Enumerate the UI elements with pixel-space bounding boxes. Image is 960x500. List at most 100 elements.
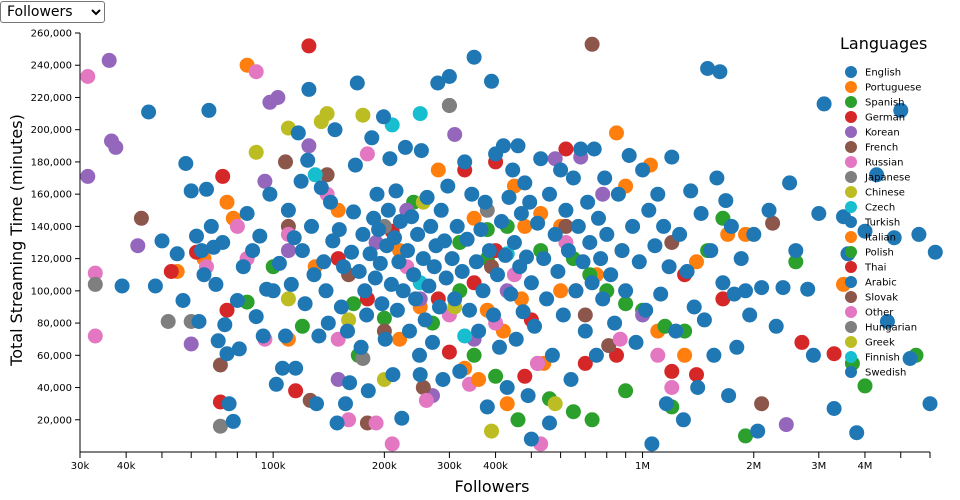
data-point: [650, 186, 666, 202]
data-point: [183, 336, 199, 352]
data-point: [794, 334, 810, 350]
data-point: [869, 167, 885, 183]
data-point: [215, 235, 231, 250]
data-point: [412, 347, 427, 363]
data-point: [406, 267, 422, 283]
data-point: [101, 52, 117, 68]
data-point: [661, 259, 677, 275]
data-point: [319, 106, 335, 122]
data-point: [433, 202, 449, 218]
data-point: [359, 307, 375, 323]
data-point: [364, 130, 380, 146]
data-point: [565, 170, 581, 186]
data-point: [609, 125, 624, 141]
data-point: [677, 347, 693, 363]
data-point: [349, 75, 365, 91]
data-point: [163, 264, 179, 279]
x-tick-label: 100k: [261, 461, 286, 472]
data-point: [331, 222, 347, 238]
data-point: [618, 383, 634, 399]
y-tick-label: 180,000: [31, 157, 72, 168]
data-point: [389, 302, 405, 318]
x-tick-label: 300k: [437, 461, 462, 472]
data-point: [430, 75, 446, 91]
y-tick-label: 140,000: [31, 222, 72, 233]
x-tick-label: 40k: [117, 461, 136, 472]
data-point: [441, 344, 457, 360]
data-point: [430, 162, 446, 178]
data-point: [268, 376, 284, 392]
data-point: [523, 275, 539, 291]
data-point: [225, 413, 241, 429]
data-point: [271, 255, 287, 271]
data-point: [712, 64, 728, 80]
data-point: [329, 415, 345, 431]
data-point: [547, 226, 563, 242]
data-point: [175, 293, 191, 308]
legend-swatch: [845, 246, 857, 258]
data-point: [290, 125, 306, 141]
data-point: [902, 351, 918, 366]
data-point: [283, 276, 299, 292]
data-point: [750, 423, 766, 439]
data-point: [544, 347, 560, 363]
data-point: [475, 283, 491, 299]
data-point: [323, 194, 338, 210]
data-point: [568, 283, 584, 299]
data-point: [87, 265, 103, 281]
data-point: [383, 276, 399, 292]
data-point: [584, 412, 600, 428]
data-point: [628, 334, 644, 350]
legend-label: Thai: [864, 263, 886, 274]
data-point: [849, 425, 865, 441]
data-point: [675, 412, 691, 428]
data-point: [408, 291, 424, 307]
data-point: [196, 267, 212, 283]
data-point: [555, 307, 571, 323]
data-point: [219, 302, 235, 318]
data-point: [575, 254, 591, 270]
data-point: [355, 351, 371, 366]
y-axis-title: Total Streaming Time (minutes): [7, 114, 26, 367]
data-point: [715, 275, 731, 291]
data-point: [418, 392, 434, 408]
data-point: [635, 162, 651, 178]
legend-swatch: [845, 321, 857, 333]
data-point: [362, 246, 378, 262]
data-point: [533, 151, 549, 167]
data-point: [530, 355, 546, 371]
data-point: [87, 328, 103, 344]
data-point: [800, 281, 816, 297]
data-point: [426, 259, 442, 275]
data-point: [658, 396, 674, 412]
data-point: [754, 280, 770, 296]
legend-swatch: [845, 351, 857, 363]
data-point: [333, 299, 349, 315]
legend-swatch: [845, 141, 857, 153]
data-point: [423, 218, 439, 234]
data-point: [353, 339, 369, 355]
data-point: [194, 243, 210, 259]
legend-swatch: [845, 216, 857, 228]
legend-label: French: [865, 143, 898, 154]
legend-swatch: [845, 291, 857, 303]
x-tick-label: 4M: [857, 461, 872, 472]
data-point: [542, 186, 557, 202]
metric-dropdown[interactable]: Followers: [0, 1, 105, 23]
y-tick-label: 60,000: [37, 351, 72, 362]
data-point: [709, 170, 725, 186]
y-tick-label: 120,000: [31, 254, 72, 265]
data-point: [466, 49, 482, 65]
data-point: [154, 233, 170, 249]
data-point: [341, 312, 357, 328]
data-point: [380, 202, 396, 218]
data-point: [319, 167, 335, 183]
data-point: [248, 309, 264, 325]
data-point: [826, 401, 842, 416]
data-point: [432, 299, 447, 315]
data-point: [201, 102, 217, 118]
data-point: [700, 61, 716, 76]
data-point: [523, 431, 539, 447]
legend-label: Korean: [865, 128, 900, 139]
data-point: [826, 346, 842, 362]
